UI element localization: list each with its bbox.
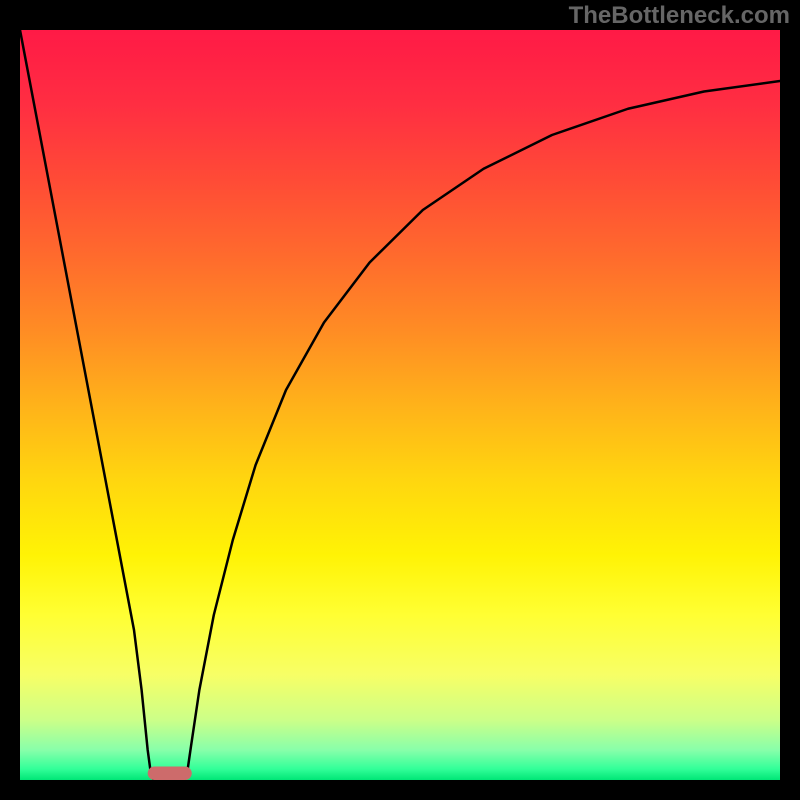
bottleneck-chart bbox=[20, 30, 780, 780]
outer-frame: TheBottleneck.com bbox=[0, 0, 800, 800]
watermark-text: TheBottleneck.com bbox=[569, 2, 790, 30]
gradient-background bbox=[20, 30, 780, 780]
minimum-marker bbox=[148, 767, 192, 781]
